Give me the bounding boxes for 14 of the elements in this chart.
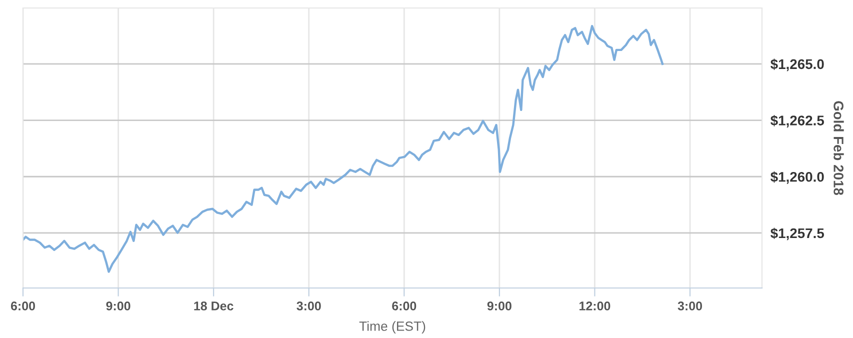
x-tick-label: 6:00 (392, 302, 416, 310)
x-tick-label: 12:00 (580, 302, 610, 310)
y-axis-title: Gold Feb 2018 (834, 101, 844, 196)
x-tick-label: 9:00 (106, 302, 130, 310)
y-tick-label: $1,265.0 (770, 58, 824, 72)
x-tick-label: 6:00 (10, 302, 35, 310)
x-axis-title: Time (EST) (359, 321, 426, 334)
x-tick-label: 3:00 (296, 302, 321, 310)
x-tick-label: 9:00 (487, 302, 512, 310)
y-tick-label: $1,260.0 (770, 171, 824, 184)
x-tick-label: 3:00 (678, 302, 702, 310)
y-tick-label: $1,257.5 (770, 228, 824, 240)
y-tick-label: $1,262.5 (770, 114, 824, 128)
x-tick-label: 18 Dec (194, 302, 234, 310)
